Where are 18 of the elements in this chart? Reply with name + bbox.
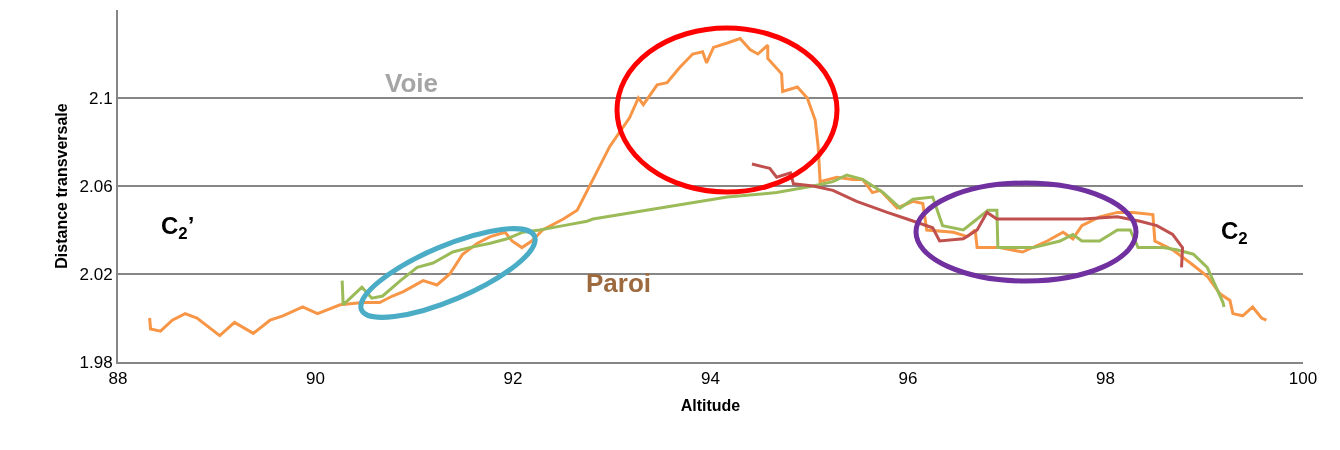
x-axis-title: Altitude (680, 396, 741, 414)
x-tick-label: 94 (701, 369, 720, 389)
y-tick-label: 2.02 (79, 264, 113, 284)
line-series (750, 162, 1185, 269)
x-tick-label: 100 (1288, 369, 1318, 389)
y-tick-label: 2.1 (88, 88, 113, 108)
x-tick-label: 92 (503, 369, 523, 389)
annotation: Voie (385, 68, 438, 98)
y-axis-title: Distance transversale (52, 103, 70, 269)
x-tick-label: 98 (1096, 369, 1115, 389)
annotation: C$_{2}$ (1221, 217, 1248, 249)
x-tick-label: 88 (108, 369, 128, 389)
y-tick-label: 1.98 (79, 352, 113, 372)
annotation: C$_{2}$’ (161, 212, 195, 244)
annotation: Paroi (586, 268, 652, 298)
x-tick-label: 96 (898, 369, 918, 389)
x-tick-label: 90 (306, 369, 325, 389)
y-tick-label: 2.06 (79, 176, 113, 196)
